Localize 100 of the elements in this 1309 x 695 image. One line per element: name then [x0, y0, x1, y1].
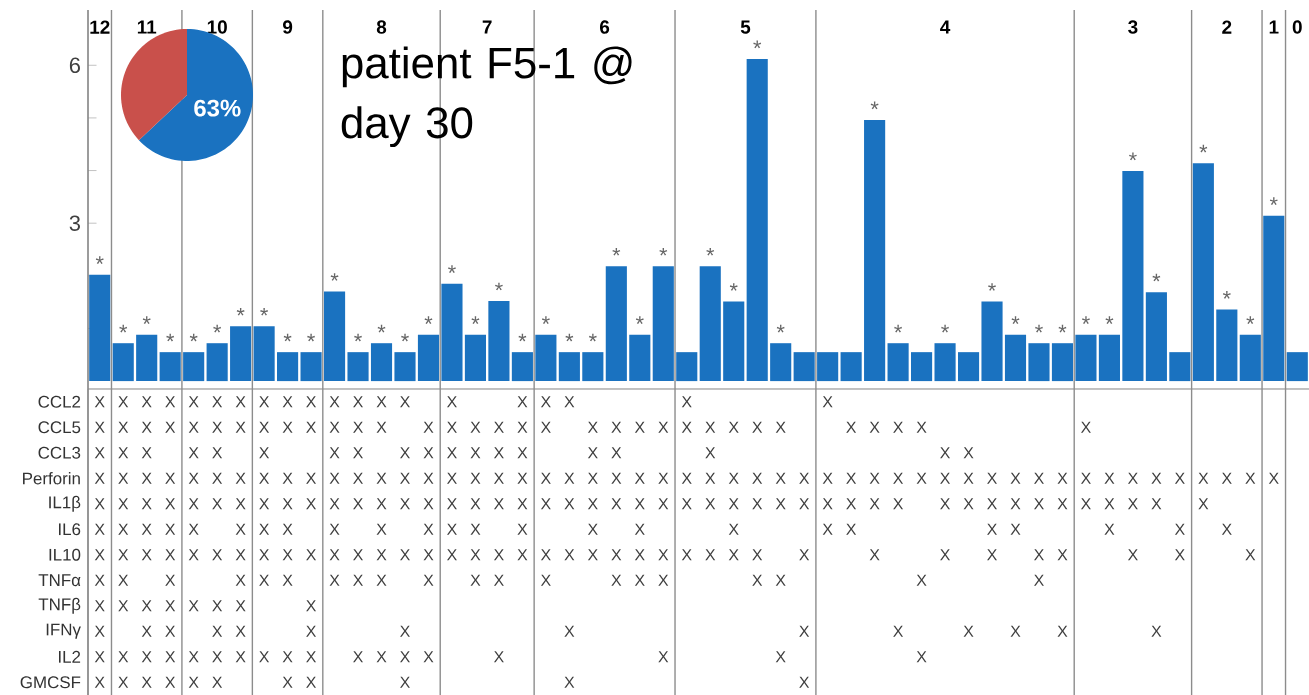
- text: X: [681, 549, 692, 561]
- text: X: [470, 498, 481, 510]
- text: X: [376, 651, 387, 663]
- bar: [934, 343, 956, 382]
- bar: [911, 352, 933, 382]
- text: X: [1010, 625, 1021, 637]
- data-label: *: [635, 316, 644, 325]
- text: X: [329, 421, 340, 433]
- bar: [793, 352, 815, 382]
- data-label: *: [119, 324, 128, 333]
- text: X: [376, 549, 387, 561]
- text: X: [799, 498, 810, 510]
- annotation: 7: [482, 20, 492, 34]
- data-label: *: [1152, 273, 1161, 282]
- text: X: [728, 498, 739, 510]
- text: X: [893, 421, 904, 433]
- text: X: [353, 472, 363, 484]
- y-tick-label: 3: [69, 215, 80, 231]
- text: X: [118, 472, 129, 484]
- y-tick-label: Perforin: [23, 472, 80, 485]
- text: X: [94, 676, 105, 688]
- text: X: [775, 498, 786, 510]
- annotation: 12: [90, 20, 110, 34]
- text: X: [1104, 523, 1115, 535]
- bar: [1145, 292, 1167, 382]
- text: X: [658, 421, 669, 433]
- text: X: [306, 396, 317, 408]
- text: X: [940, 549, 951, 561]
- text: X: [259, 396, 270, 408]
- text: X: [329, 472, 340, 484]
- text: X: [587, 472, 598, 484]
- text: X: [587, 549, 598, 561]
- text: X: [799, 676, 810, 688]
- text: X: [94, 651, 105, 663]
- y-tick-label: TNFβ: [38, 597, 81, 614]
- text: X: [963, 472, 974, 484]
- text: X: [235, 498, 246, 510]
- text: X: [141, 523, 152, 535]
- text: X: [235, 523, 246, 535]
- bar: [840, 352, 862, 382]
- text: X: [540, 549, 551, 561]
- data-label: *: [612, 247, 621, 256]
- text: X: [235, 600, 246, 612]
- text: X: [916, 472, 927, 484]
- text: X: [1080, 421, 1091, 433]
- data-label: *: [260, 307, 269, 316]
- text: X: [1034, 472, 1044, 484]
- text: X: [916, 421, 927, 433]
- text: X: [705, 498, 716, 510]
- text: X: [705, 549, 716, 561]
- data-label: *: [870, 101, 879, 110]
- text: X: [141, 498, 152, 510]
- text: X: [376, 396, 387, 408]
- text: X: [846, 498, 857, 510]
- y-tick-label: CCL3: [38, 446, 81, 459]
- text: X: [846, 421, 857, 433]
- bar: [676, 352, 698, 382]
- text: X: [634, 472, 645, 484]
- text: X: [963, 625, 974, 637]
- text: X: [681, 472, 692, 484]
- text: X: [705, 472, 716, 484]
- text: X: [376, 523, 387, 535]
- data-label: *: [95, 256, 104, 265]
- text: X: [987, 498, 997, 510]
- text: X: [1174, 472, 1185, 484]
- text: X: [493, 574, 504, 586]
- data-label: *: [495, 282, 503, 291]
- text: X: [658, 574, 669, 586]
- annotation: 9: [282, 20, 293, 34]
- y-tick-label: 6: [69, 57, 80, 74]
- text: X: [1151, 498, 1162, 510]
- text: X: [493, 447, 504, 459]
- text: X: [306, 472, 317, 484]
- text: X: [564, 676, 575, 688]
- data-label: *: [706, 247, 715, 256]
- bar: [770, 343, 792, 382]
- annotation: 3: [1128, 20, 1138, 34]
- text: X: [963, 498, 974, 510]
- data-label: *: [776, 324, 785, 333]
- text: X: [540, 574, 551, 586]
- text: X: [446, 447, 457, 459]
- text: X: [376, 498, 387, 510]
- text: X: [470, 549, 481, 561]
- text: X: [1057, 549, 1068, 561]
- text: X: [235, 549, 246, 561]
- text: X: [141, 447, 152, 459]
- text: X: [259, 447, 270, 459]
- bar: [136, 334, 158, 382]
- text: X: [752, 421, 763, 433]
- bar: [347, 352, 369, 382]
- text: X: [517, 498, 528, 510]
- text: X: [869, 498, 880, 510]
- text: X: [799, 549, 810, 561]
- bar: [183, 352, 205, 382]
- text: X: [446, 523, 457, 535]
- text: X: [188, 651, 199, 663]
- bar: [1192, 163, 1214, 382]
- text: X: [963, 447, 974, 459]
- y-tick-label: TNFα: [38, 574, 81, 587]
- text: X: [118, 523, 129, 535]
